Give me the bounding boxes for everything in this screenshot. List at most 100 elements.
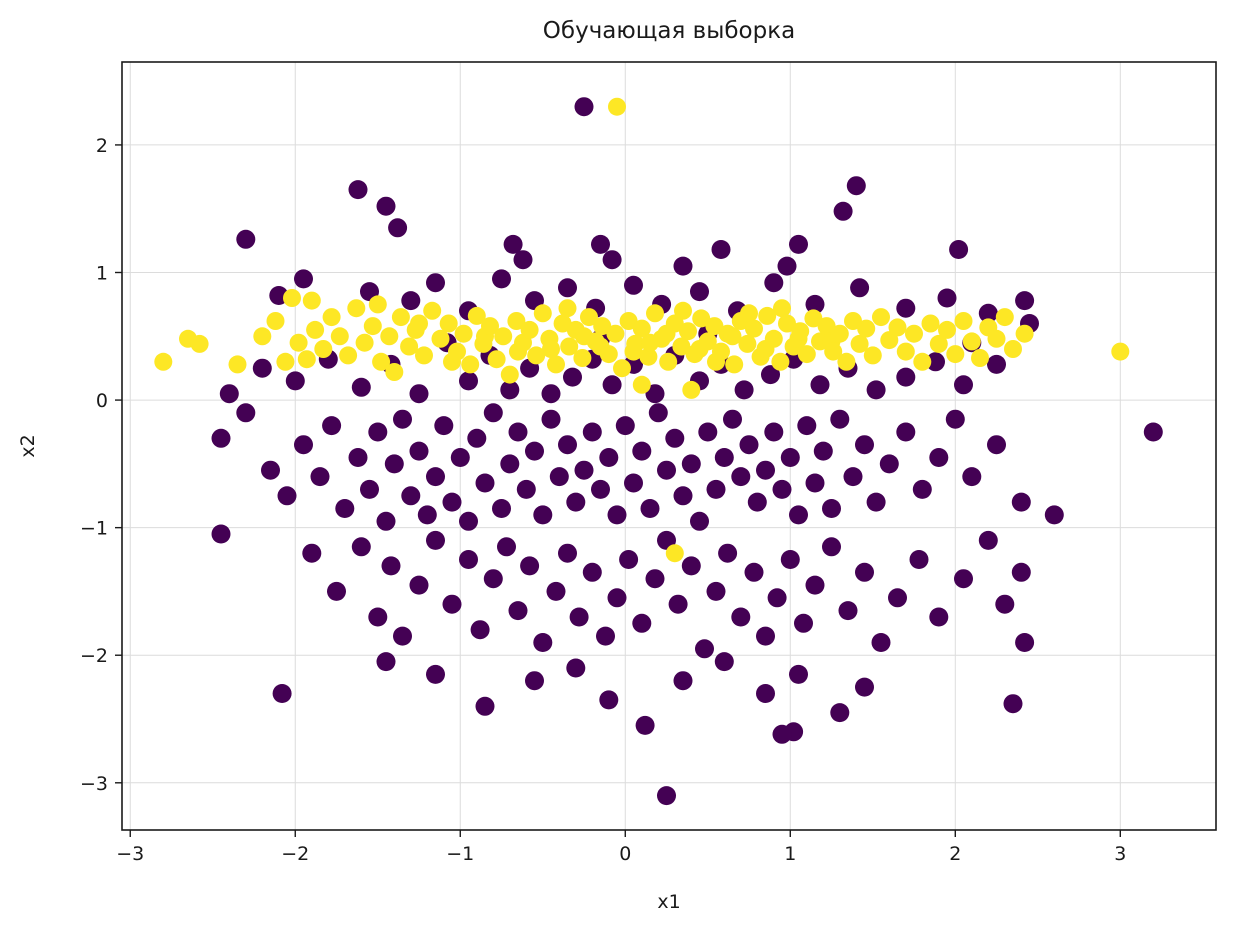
data-point <box>431 329 450 348</box>
data-point <box>228 355 247 374</box>
data-point <box>822 499 841 518</box>
data-point <box>833 201 853 221</box>
data-point <box>508 422 528 442</box>
data-point <box>632 375 651 394</box>
data-point <box>830 409 850 429</box>
data-point <box>483 403 503 423</box>
data-point <box>525 441 544 461</box>
data-point <box>665 428 685 448</box>
data-point <box>409 384 429 404</box>
data-point <box>805 294 825 314</box>
data-point <box>596 626 615 646</box>
data-point <box>734 380 754 400</box>
data-point <box>772 724 792 744</box>
data-point <box>674 301 692 320</box>
data-point <box>837 352 856 371</box>
data-point <box>954 312 973 330</box>
data-point <box>372 352 391 371</box>
data-point <box>335 499 355 518</box>
series-class_0_purple <box>211 97 1163 806</box>
data-point <box>410 314 428 333</box>
data-point <box>789 234 808 254</box>
data-point <box>863 346 882 365</box>
data-point <box>348 448 368 467</box>
data-point <box>525 671 544 691</box>
data-point <box>929 334 948 353</box>
data-point <box>758 306 777 325</box>
data-point <box>385 363 404 381</box>
data-point <box>470 620 490 640</box>
data-point <box>830 324 849 343</box>
data-point <box>855 562 874 582</box>
data-point <box>376 652 396 672</box>
data-point <box>487 350 506 369</box>
data-point <box>987 435 1006 455</box>
data-point <box>657 460 676 480</box>
data-point <box>294 435 313 455</box>
data-point <box>756 626 775 646</box>
data-point <box>599 345 618 364</box>
data-point <box>615 416 635 436</box>
x-tick-label: −1 <box>446 843 474 865</box>
data-point <box>954 569 973 589</box>
data-point <box>426 530 445 550</box>
data-point <box>272 684 292 703</box>
data-point <box>912 479 932 499</box>
data-point <box>483 569 503 589</box>
data-point <box>1011 562 1031 582</box>
data-point <box>857 319 876 338</box>
data-point <box>520 556 540 576</box>
x-tick-label: 3 <box>1114 843 1126 865</box>
data-point <box>607 505 627 525</box>
data-point <box>347 299 366 318</box>
data-point <box>718 543 738 563</box>
data-point <box>846 176 866 196</box>
data-point <box>665 544 684 563</box>
data-point <box>330 327 349 346</box>
data-point <box>253 327 272 346</box>
data-point <box>558 543 577 563</box>
data-point <box>971 349 989 367</box>
data-point <box>1111 342 1130 361</box>
data-point <box>368 295 387 314</box>
data-point <box>929 448 949 467</box>
data-point <box>909 550 929 569</box>
data-point <box>306 320 325 339</box>
data-point <box>797 345 816 364</box>
data-point <box>423 301 442 320</box>
data-point <box>285 371 305 391</box>
data-point <box>454 324 473 343</box>
data-point <box>276 352 295 371</box>
data-point <box>830 703 850 723</box>
data-point <box>929 607 949 627</box>
data-point <box>277 486 297 506</box>
data-point <box>866 492 886 512</box>
data-point <box>739 435 759 455</box>
data-point <box>712 342 730 361</box>
data-point <box>211 428 231 448</box>
data-point <box>481 317 499 336</box>
data-point <box>475 473 495 493</box>
data-point <box>738 334 757 353</box>
data-point <box>838 601 858 621</box>
data-point <box>322 308 341 327</box>
data-point <box>236 403 256 423</box>
data-point <box>533 304 552 323</box>
data-point <box>692 309 711 328</box>
data-point <box>723 327 742 346</box>
data-point <box>978 303 998 323</box>
y-tick-label: −1 <box>80 518 108 540</box>
data-point <box>772 479 792 499</box>
data-point <box>355 333 374 352</box>
data-point <box>767 588 787 608</box>
data-point <box>673 256 693 276</box>
data-point <box>459 511 478 531</box>
data-point <box>380 327 399 346</box>
data-point <box>593 317 612 336</box>
data-point <box>426 273 445 293</box>
data-point <box>946 345 965 364</box>
data-point <box>574 97 594 117</box>
data-point <box>714 448 734 467</box>
data-point <box>507 312 526 330</box>
